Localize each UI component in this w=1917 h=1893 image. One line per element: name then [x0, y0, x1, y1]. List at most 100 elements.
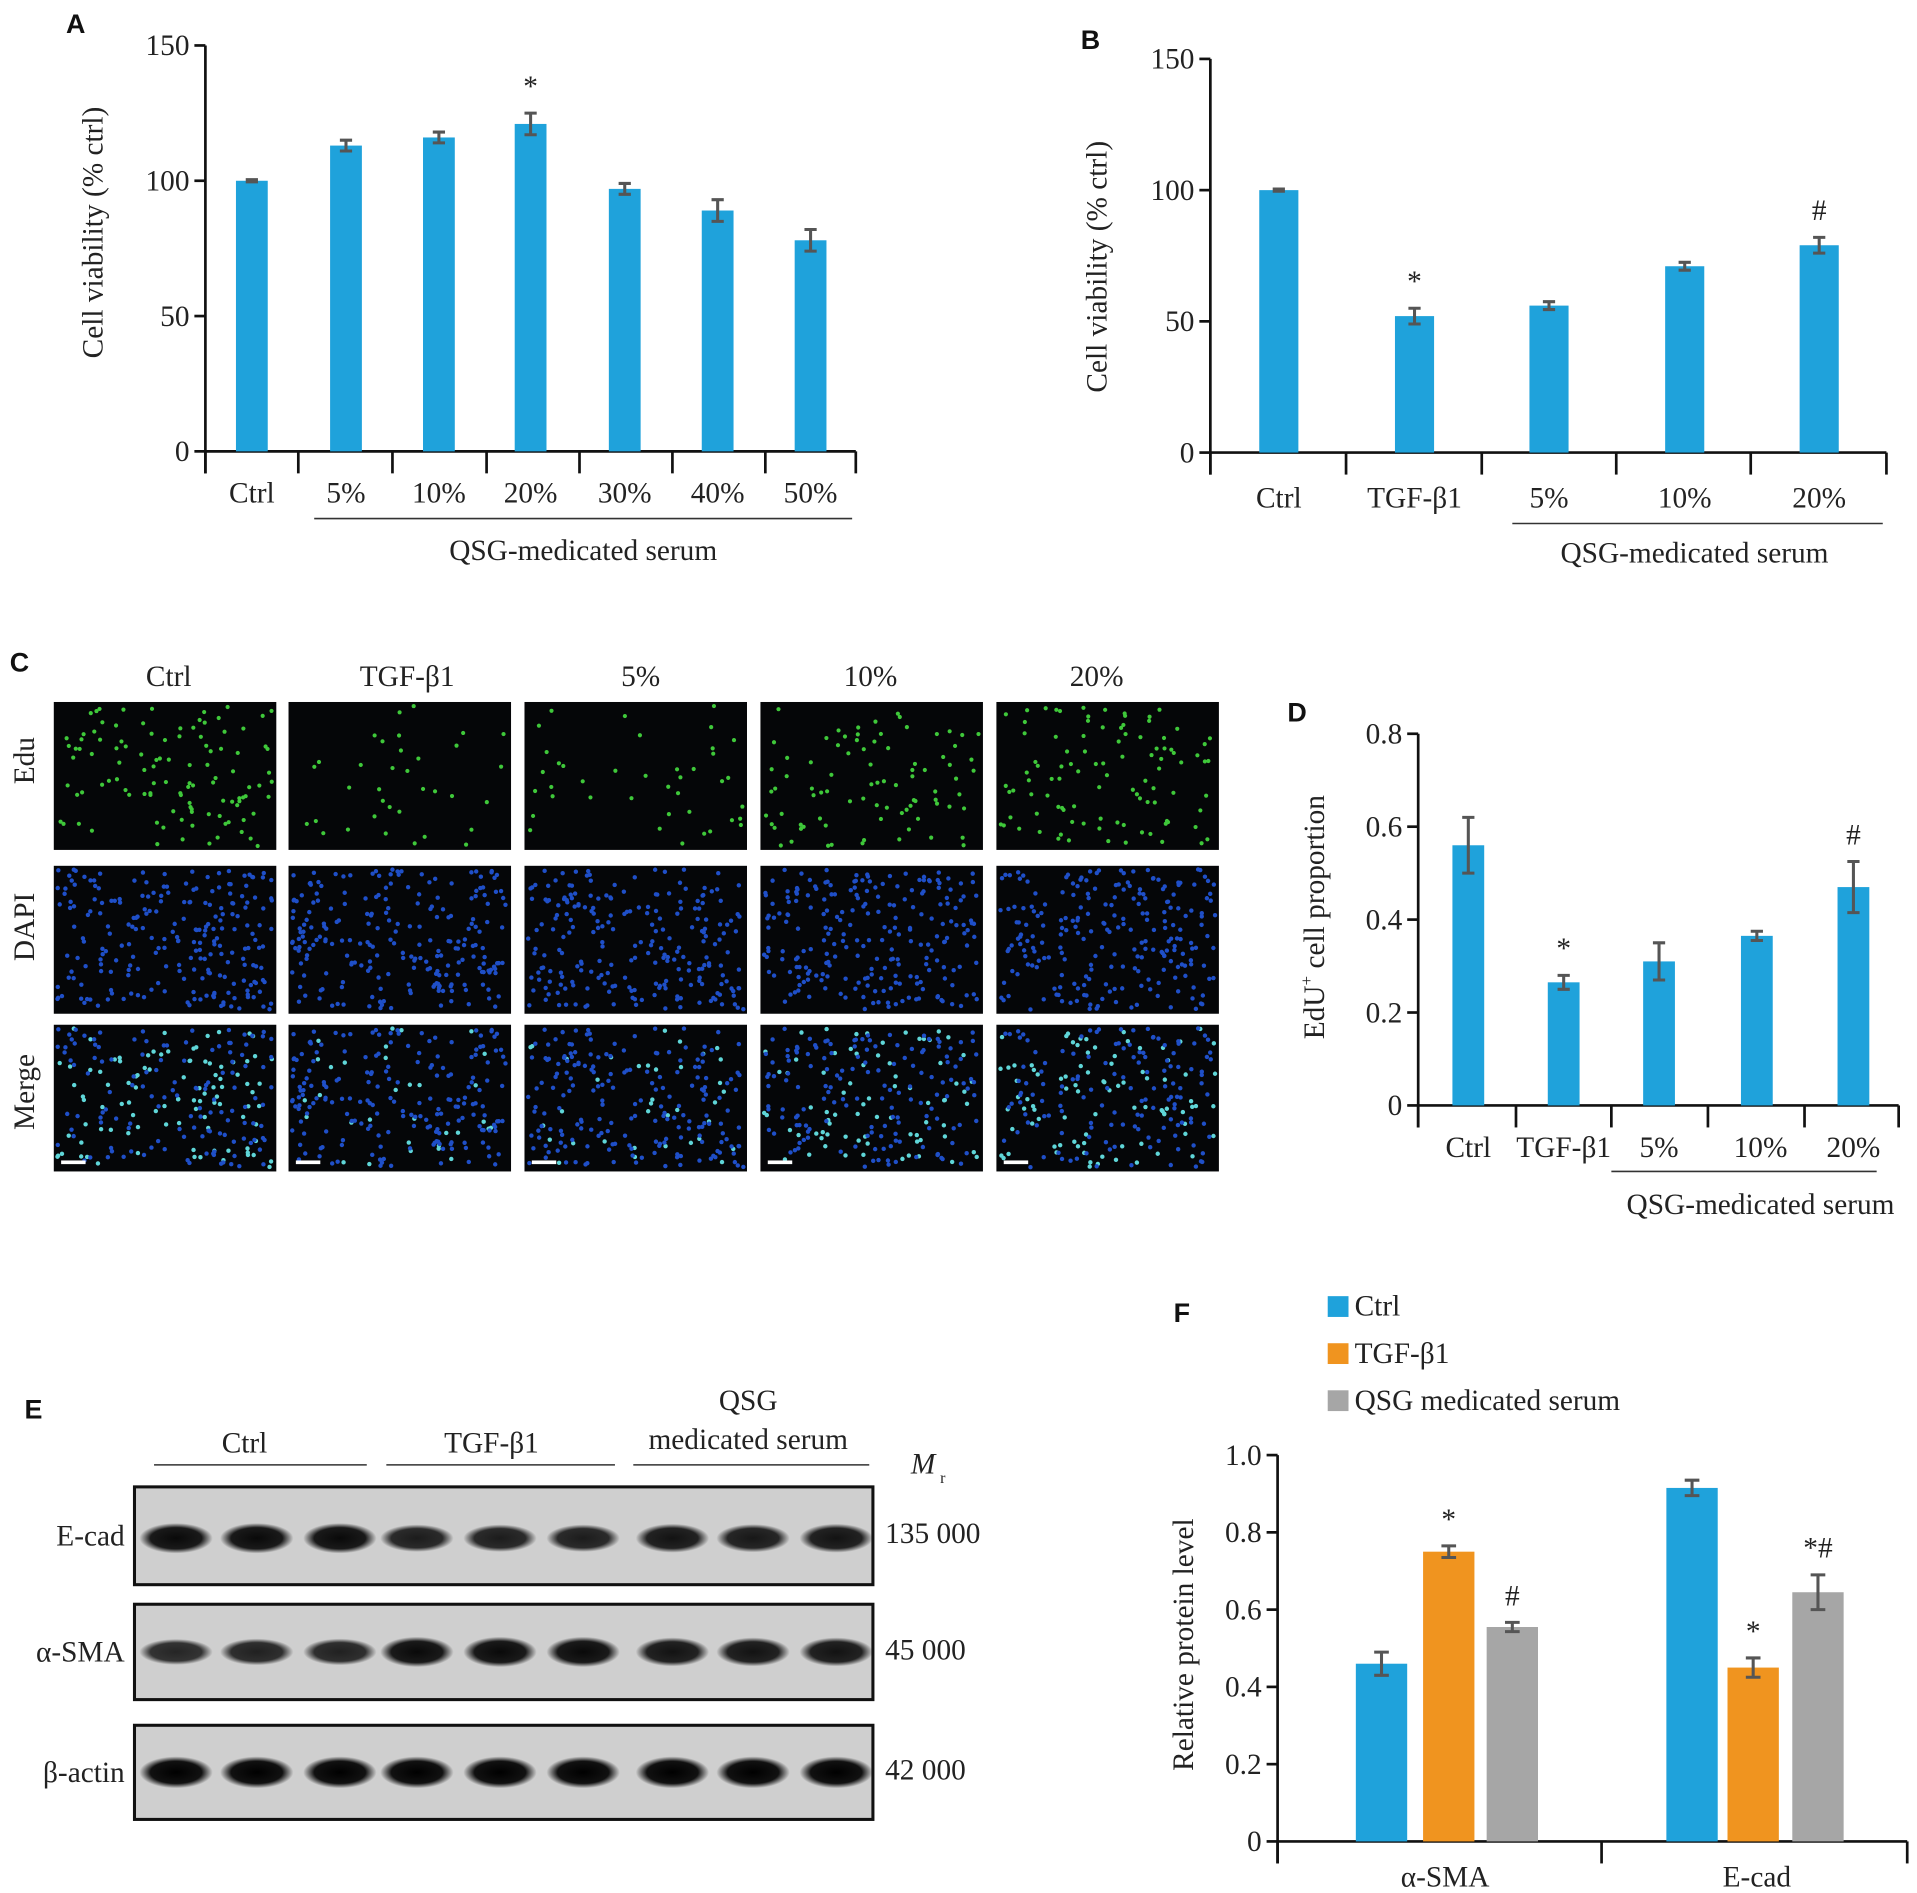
dapi-nucleus [558, 970, 564, 975]
edu-nucleus [1160, 839, 1165, 844]
dapi-nucleus [709, 1047, 715, 1053]
dapi-nucleus [633, 1002, 639, 1008]
dapi-nucleus [1007, 1031, 1013, 1037]
edu-nucleus [1120, 754, 1125, 759]
dapi-nucleus [449, 998, 454, 1004]
dapi-nucleus [585, 1027, 591, 1033]
dapi-nucleus [370, 1152, 375, 1158]
dapi-nucleus [1205, 933, 1210, 939]
dapi-nucleus [1088, 1160, 1093, 1165]
dapi-nucleus [721, 1089, 727, 1094]
x-tick-label: 5% [1529, 483, 1568, 515]
dapi-nucleus [725, 950, 730, 955]
dapi-nucleus [588, 1037, 594, 1042]
dapi-nucleus [909, 1046, 915, 1052]
dapi-nucleus [821, 1096, 827, 1101]
dapi-nucleus [728, 918, 734, 923]
dapi-nucleus [827, 963, 832, 968]
edu-nucleus [390, 766, 395, 771]
dapi-nucleus [1136, 1127, 1141, 1132]
dapi-nucleus [261, 1029, 266, 1035]
edu-nucleus [971, 768, 976, 773]
edu-nucleus [897, 837, 902, 842]
dapi-nucleus [469, 870, 474, 875]
dapi-nucleus [561, 1093, 566, 1098]
dapi-nucleus [83, 963, 88, 969]
dapi-nucleus [555, 1148, 560, 1153]
dapi-nucleus [887, 1061, 892, 1066]
dapi-nucleus [424, 959, 429, 964]
dapi-nucleus [190, 1028, 195, 1033]
dapi-nucleus [456, 1097, 461, 1103]
panel-letter-e: E [24, 1394, 42, 1424]
dapi-nucleus [797, 982, 802, 988]
y-tick-label: 0.2 [1366, 997, 1403, 1029]
dapi-nucleus [226, 868, 232, 874]
dapi-nucleus [1087, 1164, 1092, 1169]
dapi-nucleus [567, 883, 572, 888]
dapi-nucleus [1121, 1046, 1126, 1051]
dapi-nucleus [1001, 980, 1007, 986]
dapi-nucleus [600, 1102, 605, 1107]
dapi-nucleus [958, 1056, 963, 1062]
dapi-nucleus [1086, 1054, 1091, 1060]
edu-nucleus [1121, 722, 1126, 728]
dapi-nucleus [95, 1003, 101, 1008]
dapi-nucleus [67, 1032, 72, 1037]
image-background [524, 701, 747, 850]
blot-band [546, 1524, 620, 1552]
dapi-nucleus [187, 1058, 193, 1063]
dapi-nucleus [357, 1099, 363, 1105]
error-bar [804, 227, 817, 253]
dapi-nucleus [678, 1162, 683, 1168]
dapi-nucleus [1003, 872, 1008, 878]
dapi-nucleus [293, 1104, 298, 1109]
dapi-nucleus [383, 1069, 389, 1074]
dapi-nucleus [153, 950, 159, 956]
edu-nucleus [941, 754, 946, 760]
dapi-nucleus [689, 925, 695, 930]
dapi-nucleus [719, 981, 724, 987]
dapi-nucleus [1178, 927, 1183, 932]
dapi-nucleus [1172, 943, 1177, 949]
dapi-nucleus [294, 1057, 299, 1063]
dapi-nucleus [88, 878, 93, 883]
dapi-nucleus [709, 889, 715, 894]
dapi-nucleus [958, 1040, 964, 1045]
dapi-nucleus [843, 1134, 848, 1139]
dapi-nucleus [296, 936, 302, 942]
dapi-nucleus [261, 1004, 266, 1009]
dapi-nucleus [1075, 1076, 1080, 1082]
dapi-nucleus [941, 1123, 947, 1128]
dapi-nucleus [563, 986, 568, 991]
dapi-nucleus [632, 1113, 638, 1119]
dapi-nucleus [92, 897, 97, 902]
dapi-nucleus [1160, 950, 1165, 956]
dapi-nucleus [606, 1078, 611, 1084]
dapi-nucleus [1188, 1116, 1194, 1121]
edu-nucleus [454, 743, 459, 748]
dapi-nucleus [460, 1115, 465, 1121]
dapi-nucleus [678, 899, 683, 904]
bar [235, 180, 268, 452]
dapi-nucleus [639, 997, 645, 1003]
dapi-nucleus [1136, 1060, 1141, 1065]
dapi-nucleus [232, 1153, 237, 1159]
dapi-nucleus [876, 1000, 881, 1005]
dapi-nucleus [1193, 945, 1199, 950]
dapi-nucleus [1041, 1154, 1046, 1160]
dapi-nucleus [771, 915, 777, 920]
dapi-nucleus [824, 1118, 829, 1124]
dapi-nucleus [675, 949, 680, 954]
dapi-nucleus [896, 1120, 901, 1125]
edu-nucleus [779, 811, 784, 816]
dapi-nucleus [213, 914, 218, 919]
y-tick-label: 0.6 [1225, 1594, 1262, 1626]
dapi-nucleus [211, 939, 217, 944]
dapi-nucleus [482, 892, 487, 898]
dapi-nucleus [596, 1133, 601, 1139]
dapi-nucleus [653, 981, 659, 986]
dapi-nucleus [1073, 924, 1078, 929]
image-background [53, 701, 277, 850]
dapi-nucleus [145, 1053, 151, 1058]
